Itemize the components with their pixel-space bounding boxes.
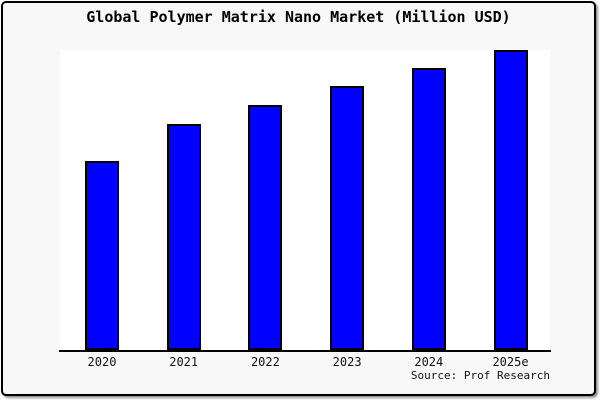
bar-2020 <box>85 161 119 350</box>
x-axis-labels: 2020 2021 2022 2023 2024 2025e <box>60 355 550 371</box>
x-tick-label-2020: 2020 <box>87 355 117 369</box>
bar-2022 <box>248 105 283 350</box>
x-tick-label-2021: 2021 <box>169 355 199 369</box>
x-tick-label-2023: 2023 <box>332 355 362 369</box>
x-tick-label-2024: 2024 <box>414 355 444 369</box>
plot-area <box>60 50 550 350</box>
source-note: Source: Prof Research <box>410 369 550 382</box>
bar-2024 <box>411 68 446 350</box>
chart-card: Global Polymer Matrix Nano Market (Milli… <box>1 1 596 396</box>
bar-2025e <box>493 50 528 350</box>
x-axis-line <box>59 350 551 352</box>
chart-title: Global Polymer Matrix Nano Market (Milli… <box>86 8 511 26</box>
bar-2021 <box>166 124 201 350</box>
x-tick-label-2022: 2022 <box>250 355 280 369</box>
x-tick-label-2025e: 2025e <box>492 355 529 369</box>
bar-2023 <box>330 86 365 350</box>
